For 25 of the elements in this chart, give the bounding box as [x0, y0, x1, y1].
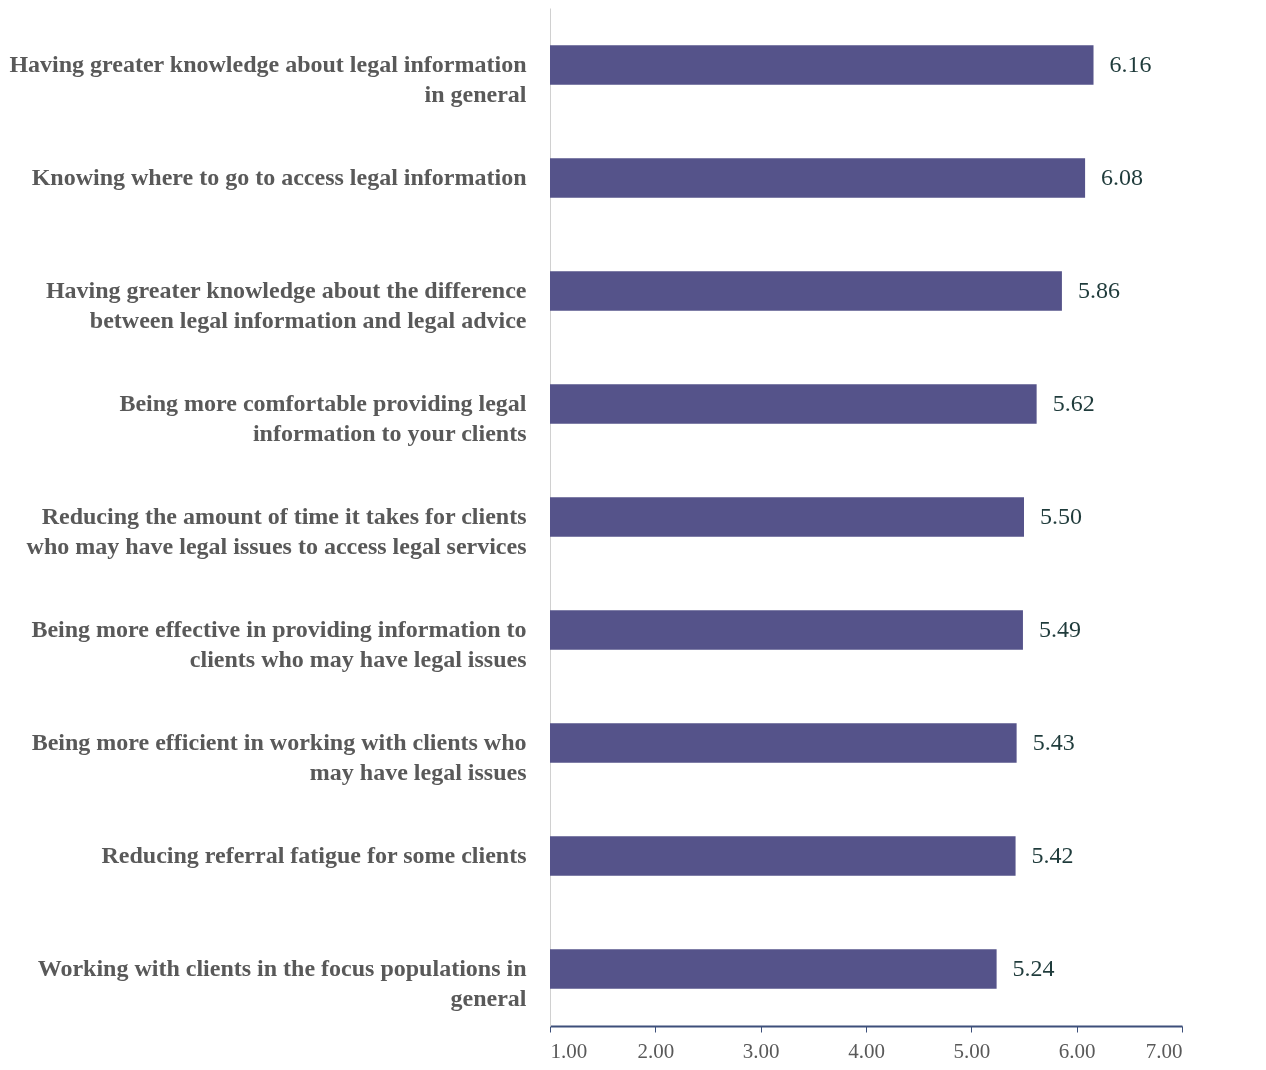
y-tick-label: Being more effective in providing information to clients who may have legal issues	[31, 615, 527, 672]
y-tick-label: Having greater knowledge about the difference between legal information and legal advice	[45, 277, 527, 334]
data-label: 5.49	[1038, 615, 1081, 642]
data-label: 5.43	[1032, 728, 1075, 755]
data-label: 5.42	[1031, 841, 1074, 868]
data-label: 5.24	[1012, 954, 1055, 981]
y-tick-label: Being more efficient in working with clients who may have legal issues	[31, 728, 527, 785]
data-label: 6.16	[1109, 51, 1152, 78]
x-tick-label: 7.00	[1145, 1038, 1183, 1063]
y-tick-label: Reducing the amount of time it takes for clients who may have legal issues to access legal services	[26, 503, 527, 559]
x-tick-label: 5.00	[953, 1038, 991, 1063]
data-label: 6.08	[1101, 164, 1144, 191]
x-tick-label: 3.00	[742, 1038, 780, 1063]
data-label: 5.62	[1052, 390, 1095, 417]
data-label: 5.50	[1040, 503, 1082, 529]
data-label: 5.86	[1077, 277, 1120, 304]
x-tick-label: 1.00	[550, 1038, 588, 1063]
x-tick-label: 2.00	[637, 1038, 675, 1063]
x-tick-label: 6.00	[1058, 1038, 1096, 1063]
y-tick-label: Having greater knowledge about legal information in general	[9, 51, 527, 108]
y-tick-label: Being more comfortable providing legal information to your clients	[119, 390, 527, 447]
y-tick-label: Knowing where to go to access legal information	[31, 164, 527, 191]
y-tick-label: Working with clients in the focus populations in general	[37, 954, 527, 1011]
y-tick-label: Reducing referral fatigue for some clients	[101, 841, 527, 868]
x-tick-label: 4.00	[848, 1038, 885, 1063]
